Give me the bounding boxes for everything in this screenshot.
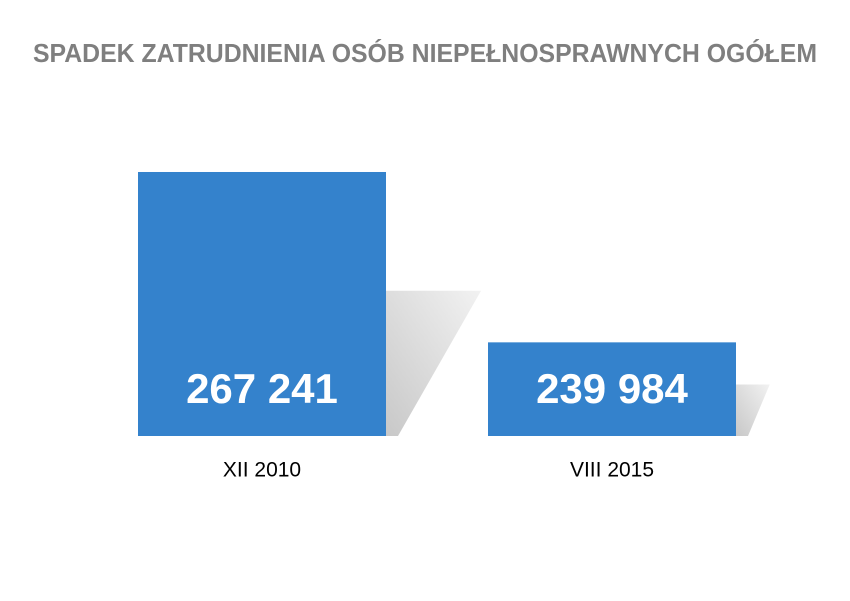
bar (138, 171, 386, 436)
chart-title: SPADEK ZATRUDNIENIA OSÓB NIEPEŁNOSPRAWNY… (33, 38, 817, 68)
x-tick-label: VIII 2015 (570, 459, 654, 482)
value-label: 267 241 (186, 365, 338, 412)
value-label: 239 984 (536, 365, 688, 412)
bar (488, 342, 736, 436)
bar-shadow (736, 384, 770, 436)
bar-shadow (386, 290, 482, 436)
x-tick-label: XII 2010 (223, 459, 301, 482)
